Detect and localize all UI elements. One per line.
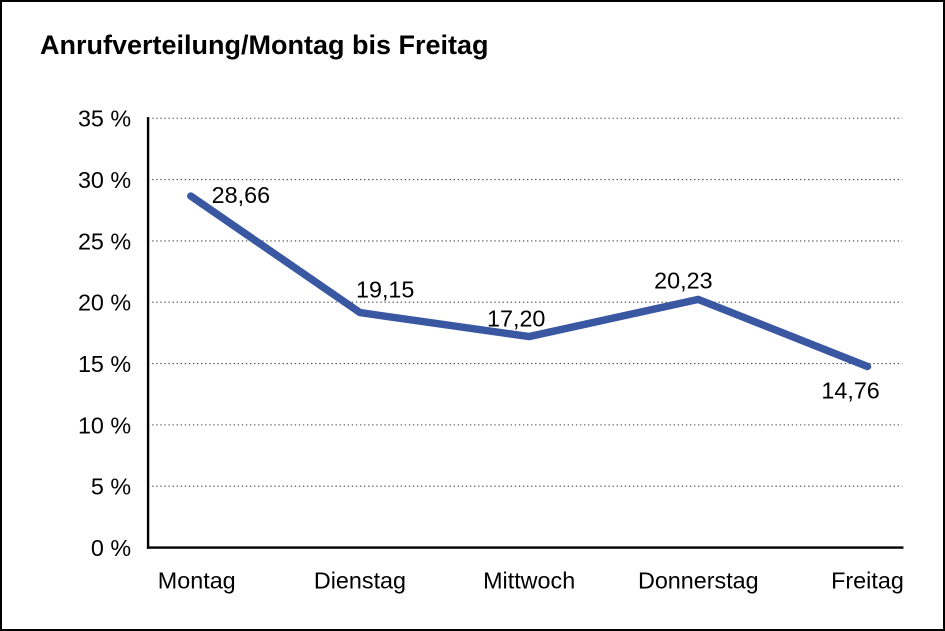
data-point-label: 17,20 bbox=[487, 306, 545, 332]
data-point-label: 19,15 bbox=[356, 277, 414, 303]
y-tick-label: 30 % bbox=[78, 167, 131, 193]
x-category-label: Montag bbox=[158, 567, 236, 593]
y-tick-label: 15 % bbox=[78, 351, 131, 377]
data-series-line bbox=[187, 192, 872, 371]
y-tick-label: 5 % bbox=[91, 474, 131, 500]
x-category-label: Freitag bbox=[831, 567, 904, 593]
y-tick-label: 35 % bbox=[78, 106, 131, 132]
data-point-label: 28,66 bbox=[212, 182, 270, 208]
data-point-label: 20,23 bbox=[654, 267, 712, 293]
chart-title: Anrufverteilung/Montag bis Freitag bbox=[40, 30, 489, 60]
x-category-label: Donnerstag bbox=[638, 567, 759, 593]
x-category-label: Dienstag bbox=[314, 567, 406, 593]
y-tick-label: 20 % bbox=[78, 290, 131, 316]
y-tick-label: 0 % bbox=[91, 535, 131, 561]
y-tick-label: 10 % bbox=[78, 412, 131, 438]
y-tick-label: 25 % bbox=[78, 228, 131, 254]
x-category-label: Mittwoch bbox=[483, 567, 575, 593]
data-point-label: 14,76 bbox=[821, 377, 879, 403]
